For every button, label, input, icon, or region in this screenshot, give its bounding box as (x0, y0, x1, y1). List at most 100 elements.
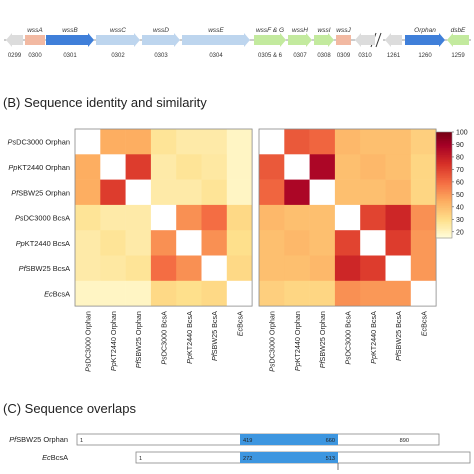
similarity-cell (360, 154, 386, 180)
gene-number-label: 1259 (451, 53, 465, 59)
colorbar-segment (436, 220, 452, 223)
overlap-position-label: 513 (326, 456, 335, 462)
overlap-label: PfSBW25 Orphan (9, 435, 68, 444)
similarity-cell (284, 280, 310, 307)
identity-cell (201, 230, 228, 256)
colorbar-segment (436, 223, 452, 227)
identity-cell (100, 154, 126, 180)
colorbar-segment (436, 183, 452, 186)
similarity-cell (334, 129, 361, 155)
colorbar-segment (436, 132, 452, 135)
gene-arrow (254, 33, 286, 47)
heatmap-row-label: EcBcsA (44, 289, 70, 298)
similarity-cell (284, 255, 310, 282)
gene-number-label: 0309 (337, 53, 351, 59)
similarity-cell (334, 230, 361, 256)
identity-cell (75, 280, 101, 307)
gene-number-label: 0302 (111, 53, 125, 59)
similarity-cell (259, 280, 285, 307)
identity-cell (176, 230, 202, 256)
similarity-cell (360, 204, 386, 231)
similarity-cell (334, 154, 361, 180)
identity-cell (100, 129, 126, 155)
colorbar-segment (436, 140, 452, 144)
colorbar-tick-label: 60 (456, 179, 464, 186)
colorbar-segment (436, 218, 452, 221)
identity-cell (201, 129, 228, 155)
identity-column-label: PsDC3000 BcsA (160, 311, 169, 365)
identity-cell (226, 230, 253, 256)
gene-number-label: 0303 (154, 53, 168, 59)
gene-name-label: dsbE (451, 27, 466, 34)
identity-column-label: PfSBW25 Orphan (134, 311, 143, 368)
identity-cell (176, 179, 202, 206)
identity-cell (226, 129, 253, 155)
identity-cell (75, 204, 101, 231)
similarity-cell (410, 129, 437, 155)
gene-number-label: 0305 & 6 (258, 53, 283, 59)
colorbar-segment (436, 158, 452, 161)
gene-name-label: wssI (318, 27, 331, 34)
gene-arrow (336, 35, 351, 45)
identity-cell (150, 255, 177, 282)
gene-arrow (6, 33, 23, 47)
colorbar-segment (436, 179, 452, 182)
colorbar-segment (436, 176, 452, 179)
identity-column-label: PfSBW25 BcsA (210, 311, 219, 361)
similarity-cell (309, 255, 336, 282)
colorbar-segment (436, 144, 452, 147)
colorbar-segment (436, 190, 452, 193)
similarity-cell (385, 280, 412, 307)
colorbar-segment (436, 174, 452, 177)
heatmap-row-label: PpKT2440 BcsA (16, 239, 70, 248)
identity-cell (100, 204, 126, 231)
similarity-cell (259, 179, 285, 206)
identity-cell (125, 154, 152, 180)
identity-cell (150, 154, 177, 180)
similarity-cell (284, 204, 310, 231)
gene-name-label: wssJ (336, 27, 351, 34)
identity-cell (150, 204, 177, 231)
gene-arrow (25, 35, 45, 45)
similarity-cell (410, 280, 437, 307)
gene-number-label: 0307 (293, 53, 307, 59)
colorbar-segment (436, 137, 452, 140)
similarity-column-label: PpKT2440 BcsA (369, 311, 378, 364)
colorbar-tick-label: 40 (456, 204, 464, 211)
similarity-column-label: EcBcsA (419, 311, 428, 336)
overlap-position-label: 272 (243, 456, 252, 462)
identity-cell (176, 154, 202, 180)
colorbar-segment (436, 149, 452, 152)
colorbar-segment (436, 230, 452, 234)
gene-number-label: 0301 (63, 53, 77, 59)
similarity-cell (334, 255, 361, 282)
identity-cell (226, 204, 253, 231)
colorbar-segment (436, 206, 452, 209)
colorbar-segment (436, 207, 452, 211)
heatmap-row-labels: PsDC3000 Orphan PpKT2440 Orphan PfSBW25 Or… (8, 138, 71, 299)
similarity-cell (309, 204, 336, 231)
colorbar-segment (436, 151, 452, 154)
gene-arrow (96, 33, 140, 47)
similarity-cell (259, 255, 285, 282)
colorbar-segment (436, 222, 452, 225)
overlap-position-label: 660 (326, 438, 335, 444)
colorbar-segment (436, 154, 452, 158)
similarity-cell (259, 129, 285, 155)
identity-cell (75, 230, 101, 256)
identity-cell (125, 255, 152, 282)
colorbar-segment (436, 200, 452, 204)
heatmap-row-label: PsDC3000 BcsA (15, 214, 70, 223)
colorbar-segment (436, 197, 452, 200)
identity-heatmap (74, 128, 253, 307)
overlap-highlight (240, 452, 338, 463)
gene-name-label: wssF & G (256, 27, 284, 34)
gene-arrow (288, 33, 312, 47)
overlap-position-label: 1 (139, 456, 142, 462)
gene-name-label: wssH (292, 27, 308, 34)
colorbar: 100 90 80 70 60 50 40 30 20 (435, 130, 468, 239)
colorbar-segment (436, 135, 452, 138)
identity-cell (201, 204, 228, 231)
overlap-highlight (240, 434, 338, 445)
identity-cell (226, 154, 253, 180)
